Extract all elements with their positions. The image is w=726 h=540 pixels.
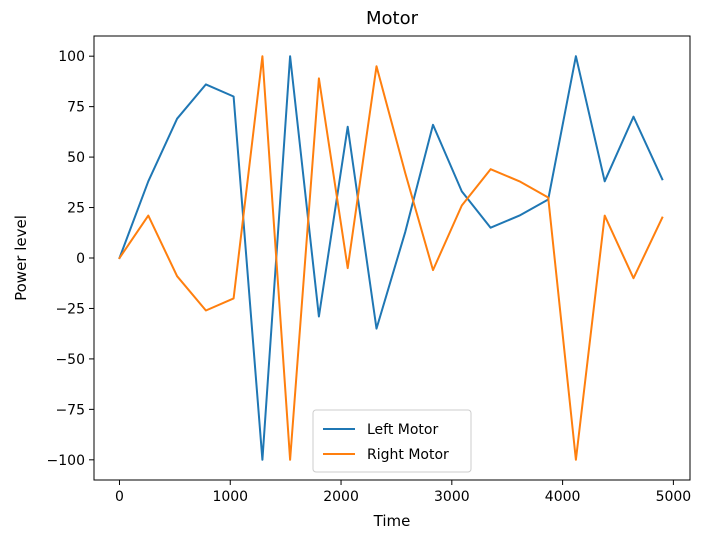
plot-area <box>118 55 664 461</box>
y-tick-label: −50 <box>55 352 85 368</box>
series-line-left-motor <box>118 55 664 461</box>
chart-title: Motor <box>366 8 419 29</box>
x-axis-label: Time <box>373 512 411 530</box>
x-tick-label: 5000 <box>656 489 692 505</box>
y-tick-label: −100 <box>47 453 85 469</box>
y-tick-label: 50 <box>67 150 85 166</box>
x-tick-label: 3000 <box>434 489 470 505</box>
series-line-right-motor <box>118 55 664 461</box>
y-tick-label: 0 <box>76 251 85 267</box>
y-tick-label: 100 <box>58 49 85 65</box>
legend-box <box>312 409 472 473</box>
x-tick-label: 0 <box>115 489 124 505</box>
legend-label: Right Motor <box>367 447 449 463</box>
x-tick-label: 1000 <box>212 489 248 505</box>
x-tick-label: 4000 <box>545 489 581 505</box>
y-tick-label: −25 <box>55 301 85 317</box>
y-tick-label: 25 <box>67 201 85 217</box>
y-tick-label: −75 <box>55 402 85 418</box>
axes: 0 1000 2000 3000 4000 5000 −100 −75 −50 −25 0 25 50 7… <box>47 35 692 505</box>
x-tick-label: 2000 <box>323 489 359 505</box>
legend-label: Left Motor <box>367 422 438 438</box>
y-tick-label: 75 <box>67 100 85 116</box>
y-axis-label: Power level <box>12 215 30 301</box>
legend: Left Motor Right Motor <box>312 409 472 473</box>
